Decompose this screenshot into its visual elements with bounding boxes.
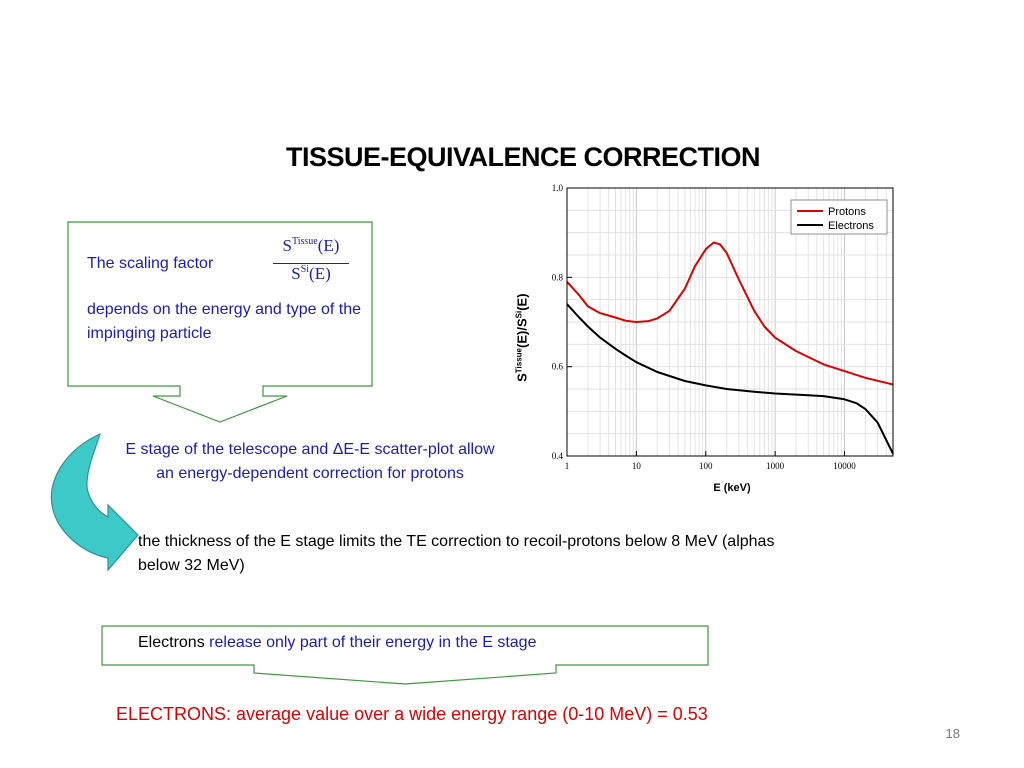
fraction-denominator: SSi(E)	[291, 264, 331, 283]
page-title: TISSUE-EQUIVALENCE CORRECTION	[285, 142, 761, 172]
y-tick-label: 0.4	[552, 451, 564, 461]
y-tick-label: 1.0	[552, 183, 564, 193]
fraction-bar	[273, 263, 349, 264]
estage-text: E stage of the telescope and ΔE-E scatte…	[125, 441, 495, 482]
scaling-callout-box	[67, 221, 373, 423]
chart-legend: Protons Electrons	[790, 199, 888, 235]
x-tick-label: 10	[632, 461, 642, 471]
thickness-text: the thickness of the E stage limits the …	[138, 533, 775, 574]
curved-arrow-icon	[50, 432, 139, 572]
chart-ticks: 1 10 100 1000 10000 0.4 0.6 0.8 1.0	[552, 183, 857, 471]
electrons-result: ELECTRONS: average value over a wide ene…	[116, 704, 708, 724]
x-tick-label: 1000	[766, 461, 785, 471]
fraction-numerator: STissue(E)	[282, 236, 340, 255]
ratio-chart: 1 10 100 1000 10000 0.4 0.6 0.8 1.0 Protons Elect…	[552, 183, 894, 471]
legend-label-electrons: Electrons	[828, 220, 874, 232]
y-axis-label: STissue(E)/SSi(E)	[514, 293, 530, 382]
x-tick-label: 10000	[833, 461, 856, 471]
legend-box	[790, 199, 888, 235]
x-tick-label: 1	[565, 461, 570, 471]
y-tick-label: 0.6	[552, 362, 564, 372]
chart-grid	[566, 187, 894, 457]
electrons-word: Electrons	[138, 634, 205, 651]
y-tick-label: 0.8	[552, 272, 564, 282]
chart-series	[566, 241, 894, 455]
electrons-callout-box	[101, 625, 709, 685]
electrons-rest: release only part of their energy in the…	[209, 634, 537, 651]
series-line-protons	[566, 241, 894, 386]
series-line-electrons	[566, 303, 894, 455]
electrons-text: Electrons release only part of their ene…	[138, 634, 536, 652]
x-axis-label: E (keV)	[713, 482, 751, 494]
plot-frame	[566, 187, 894, 457]
scaling-factor-label: The scaling factor	[87, 255, 214, 272]
depends-text: depends on the energy and type of the im…	[87, 301, 361, 342]
x-tick-label: 100	[699, 461, 713, 471]
page-number: 18	[945, 726, 960, 741]
legend-label-protons: Protons	[828, 206, 866, 218]
